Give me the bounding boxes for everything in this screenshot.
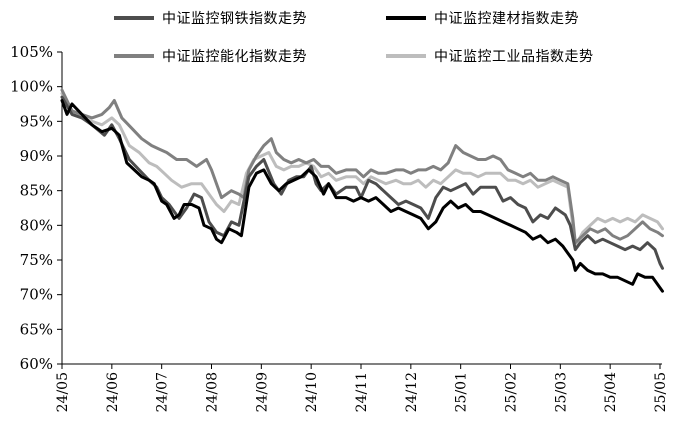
series-line [60, 88, 664, 245]
legend-item: 中证监控建材指数走势 [386, 11, 579, 27]
x-tick-label: 24/12 [404, 372, 420, 412]
y-tick-label: 60% [20, 355, 53, 373]
legend-label: 中证监控能化指数走势 [162, 49, 307, 65]
series-line [60, 99, 664, 293]
series-line [60, 95, 664, 270]
x-tick-label: 24/05 [55, 372, 71, 412]
legend-label: 中证监控钢铁指数走势 [162, 11, 307, 27]
x-tick-label: 24/10 [304, 372, 320, 412]
y-tick-label: 105% [10, 43, 53, 61]
x-axis: 24/05 24/06 24/07 24/08 24/09 24/10 24/11 24/12… [55, 363, 669, 412]
y-tick-label: 85% [20, 182, 53, 200]
legend-item: 中证监控钢铁指数走势 [114, 11, 307, 27]
series-layer [60, 88, 664, 293]
x-tick-label: 24/11 [354, 372, 370, 412]
legend-label: 中证监控建材指数走势 [434, 11, 579, 27]
y-tick-label: 95% [20, 112, 53, 130]
x-tick-label: 24/06 [105, 372, 121, 412]
x-tick-label: 25/02 [504, 372, 520, 412]
y-tick-label: 75% [20, 251, 53, 269]
legend-label: 中证监控工业品指数走势 [434, 49, 594, 65]
y-axis: 60% 65% 70% 75% 80% 85% 90% 95% 100% 105% [10, 43, 63, 373]
x-tick-label: 25/01 [454, 372, 470, 412]
x-tick-label: 25/05 [653, 372, 669, 412]
y-tick-label: 80% [20, 216, 53, 234]
y-tick-label: 90% [20, 147, 53, 165]
x-tick-label: 24/08 [205, 372, 221, 412]
x-tick-label: 24/07 [155, 372, 171, 412]
x-tick-label: 25/04 [603, 372, 619, 412]
x-tick-label: 24/09 [254, 372, 270, 412]
y-tick-label: 70% [20, 286, 53, 304]
legend-item: 中证监控工业品指数走势 [386, 49, 594, 65]
x-tick-label: 25/03 [553, 372, 569, 412]
y-tick-label: 100% [10, 78, 53, 96]
y-tick-label: 65% [20, 320, 53, 338]
legend-item: 中证监控能化指数走势 [114, 49, 307, 65]
